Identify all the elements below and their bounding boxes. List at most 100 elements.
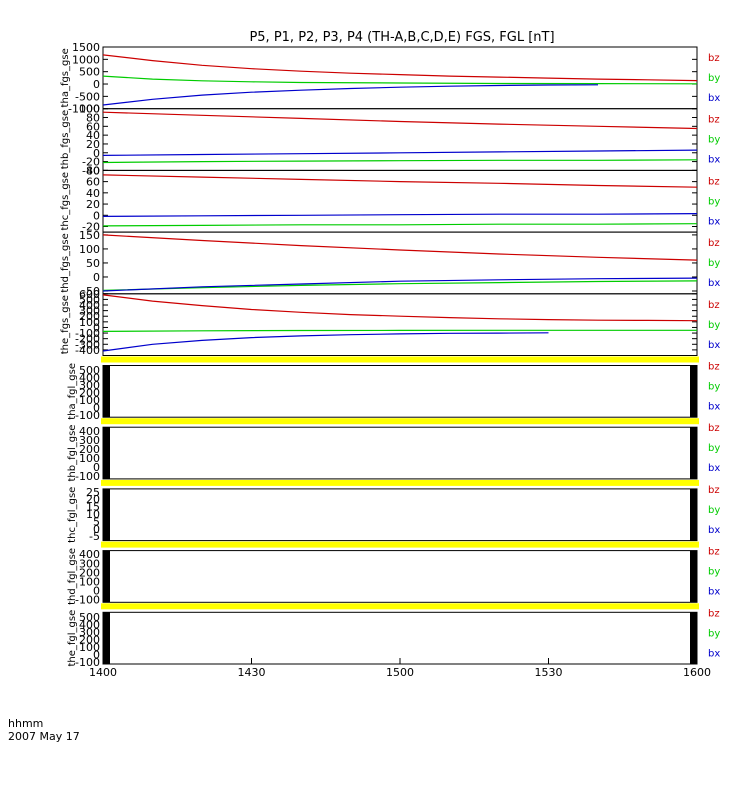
legend-bz: bz <box>708 362 720 373</box>
y-tick-label: 50 <box>86 257 100 270</box>
panel-ylabel: the_fgl_gse <box>67 610 78 667</box>
legend-bx: bx <box>708 155 720 166</box>
edge-bar-left <box>103 612 110 664</box>
legend-by: by <box>708 567 720 578</box>
y-tick-label: -100 <box>75 594 100 607</box>
legend-bz: bz <box>708 115 720 126</box>
panel-ylabel: thd_fgs_gse <box>60 233 71 292</box>
data-gap-bar <box>101 603 699 610</box>
legend-bx: bx <box>708 278 720 289</box>
edge-bar-right <box>690 427 697 479</box>
legend-by: by <box>708 505 720 516</box>
y-tick-label: 200 <box>79 633 100 646</box>
series-line-bz <box>102 174 698 188</box>
legend-by: by <box>708 258 720 269</box>
panel-ylabel: thb_fgs_gse <box>60 110 71 169</box>
legend-by: by <box>708 443 720 454</box>
y-tick-label: 400 <box>79 299 100 312</box>
legend-by: by <box>708 320 720 331</box>
y-tick-label: -100 <box>75 327 100 340</box>
legend-bx: bx <box>708 340 720 351</box>
series-line-by <box>102 159 698 164</box>
x-tick-label: 1530 <box>535 666 563 679</box>
series-line-by <box>102 75 698 85</box>
y-tick-label: 0 <box>93 648 100 661</box>
y-tick-label: 0 <box>93 271 100 284</box>
panel-frame <box>102 46 698 110</box>
y-tick-label: 1500 <box>72 41 100 54</box>
y-tick-label: 80 <box>86 112 100 125</box>
panel-frame <box>102 611 698 665</box>
legend-bx: bx <box>708 648 720 659</box>
y-tick-label: 200 <box>79 566 100 579</box>
y-tick-label: 15 <box>86 501 100 514</box>
y-tick-label: 400 <box>79 371 100 384</box>
edge-bar-left <box>103 427 110 479</box>
panel-frame <box>102 169 698 233</box>
panel-ylabel: thc_fgs_gse <box>60 172 71 231</box>
panel-ylabel: the_fgs_gse <box>60 295 71 354</box>
data-gap-bar <box>101 541 699 548</box>
y-tick-label: 500 <box>79 364 100 377</box>
y-tick-label: 0 <box>93 147 100 160</box>
y-tick-label: -500 <box>75 90 100 103</box>
legend-bz: bz <box>708 547 720 558</box>
series-line-bz <box>102 54 698 82</box>
x-tick-label: 1600 <box>683 666 711 679</box>
edge-bar-left <box>103 488 110 541</box>
data-gap-bar <box>101 356 699 363</box>
y-tick-label: 100 <box>79 452 100 465</box>
data-gap-bar <box>101 418 699 425</box>
legend-bz: bz <box>708 485 720 496</box>
y-tick-label: 0 <box>93 209 100 222</box>
legend-by: by <box>708 196 720 207</box>
edge-bar-left <box>103 550 110 603</box>
y-tick-label: 25 <box>86 486 100 499</box>
y-tick-label: 400 <box>79 618 100 631</box>
series-line-bx <box>102 213 698 217</box>
y-tick-label: 600 <box>79 288 100 301</box>
series-line-by <box>102 329 697 332</box>
panel-frame <box>102 231 698 295</box>
y-tick-label: -40 <box>82 164 100 177</box>
series-line-bx <box>102 84 599 106</box>
y-tick-label: 500 <box>79 293 100 306</box>
y-tick-label: 0 <box>93 523 100 536</box>
y-tick-label: 400 <box>79 425 100 438</box>
y-tick-label: 0 <box>93 461 100 474</box>
legend-bz: bz <box>708 423 720 434</box>
legend-bz: bz <box>708 608 720 619</box>
y-tick-label: 40 <box>86 187 100 200</box>
y-tick-label: 200 <box>79 443 100 456</box>
y-tick-label: -300 <box>75 338 100 351</box>
y-tick-label: 0 <box>93 401 100 414</box>
legend-bx: bx <box>708 93 720 104</box>
data-gap-bar <box>101 479 699 486</box>
y-tick-label: -1000 <box>68 103 100 116</box>
x-tick-label: 1400 <box>89 666 117 679</box>
y-tick-label: -100 <box>75 409 100 422</box>
panel-ylabel: tha_fgl_gse <box>67 363 78 420</box>
x-tick-label: 1430 <box>238 666 266 679</box>
panel-ylabel: thc_fgl_gse <box>67 487 78 543</box>
legend-bz: bz <box>708 238 720 249</box>
y-tick-label: 20 <box>86 138 100 151</box>
edge-bar-left <box>103 365 110 418</box>
legend-bx: bx <box>708 216 720 227</box>
series-line-bz <box>102 294 698 322</box>
panel-ylabel: tha_fgs_gse <box>60 48 71 107</box>
legend-by: by <box>708 73 720 84</box>
y-tick-label: -20 <box>82 220 100 233</box>
y-tick-label: 100 <box>79 103 100 116</box>
y-tick-label: 100 <box>79 316 100 329</box>
series-line-by <box>102 223 698 227</box>
y-tick-label: 40 <box>86 129 100 142</box>
legend-by: by <box>708 135 720 146</box>
